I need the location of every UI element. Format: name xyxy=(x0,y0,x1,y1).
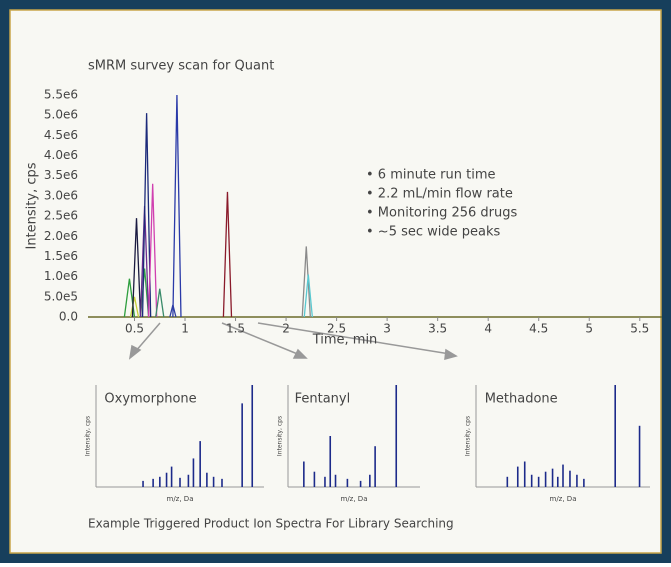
y-axis-label: Intensity, cps xyxy=(465,416,472,456)
x-axis-label: Time, min xyxy=(312,333,378,348)
peak xyxy=(155,288,165,318)
peak xyxy=(139,268,150,318)
y-tick-label: 2.5e6 xyxy=(44,209,78,223)
spectrum-title: Oxymorphone xyxy=(104,392,196,407)
chart-title: sMRM survey scan for Quant xyxy=(88,59,274,74)
y-tick-label: 4.5e6 xyxy=(44,128,78,142)
peak xyxy=(131,218,142,318)
peak xyxy=(141,113,152,318)
x-tick-label: 0.5 xyxy=(125,322,144,336)
y-tick-label: 2.0e6 xyxy=(44,229,78,243)
y-tick-label: 1.0e6 xyxy=(44,269,78,283)
y-tick-label: 1.5e6 xyxy=(44,249,78,263)
caption: Example Triggered Product Ion Spectra Fo… xyxy=(88,517,454,531)
y-tick-label: 5.0e5 xyxy=(44,289,78,303)
x-axis-label: m/z, Da xyxy=(550,495,577,503)
x-tick-label: 5.5 xyxy=(630,322,649,336)
spectrum-title: Methadone xyxy=(485,392,558,407)
y-tick-label: 0.0 xyxy=(59,310,78,324)
annotation: • Monitoring 256 drugs xyxy=(366,206,517,221)
peak xyxy=(129,296,140,318)
peak xyxy=(222,191,233,318)
y-axis-label: Intensity, cps xyxy=(277,416,284,456)
x-tick-label: 2.5 xyxy=(327,322,346,336)
peak xyxy=(303,274,313,318)
x-tick-label: 3.5 xyxy=(428,322,447,336)
annotation: • ~5 sec wide peaks xyxy=(366,225,501,240)
y-axis-label: Intensity, cps xyxy=(85,416,92,456)
y-tick-label: 3.5e6 xyxy=(44,168,78,182)
x-tick-label: 3 xyxy=(383,322,391,336)
peak xyxy=(172,94,182,318)
y-tick-label: 5.5e6 xyxy=(44,88,78,102)
x-tick-label: 5 xyxy=(585,322,593,336)
x-tick-label: 1 xyxy=(181,322,189,336)
y-tick-label: 5.0e6 xyxy=(44,108,78,122)
x-axis-label: m/z, Da xyxy=(341,495,368,503)
y-tick-label: 3.0e6 xyxy=(44,188,78,202)
x-tick-label: 2 xyxy=(282,322,290,336)
x-tick-label: 1.5 xyxy=(226,322,245,336)
arrows xyxy=(128,322,458,361)
panel xyxy=(9,9,662,554)
peak xyxy=(301,246,311,318)
peak xyxy=(147,183,158,318)
spectrum-title: Fentanyl xyxy=(295,392,351,407)
annotation: • 2.2 mL/min flow rate xyxy=(366,187,513,202)
x-tick-label: 4 xyxy=(484,322,492,336)
y-axis-label: Intensity, cps xyxy=(25,162,40,249)
x-tick-label: 4.5 xyxy=(529,322,548,336)
y-tick-label: 4.0e6 xyxy=(44,148,78,162)
x-axis-label: m/z, Da xyxy=(167,495,194,503)
annotation: • 6 minute run time xyxy=(366,168,496,183)
